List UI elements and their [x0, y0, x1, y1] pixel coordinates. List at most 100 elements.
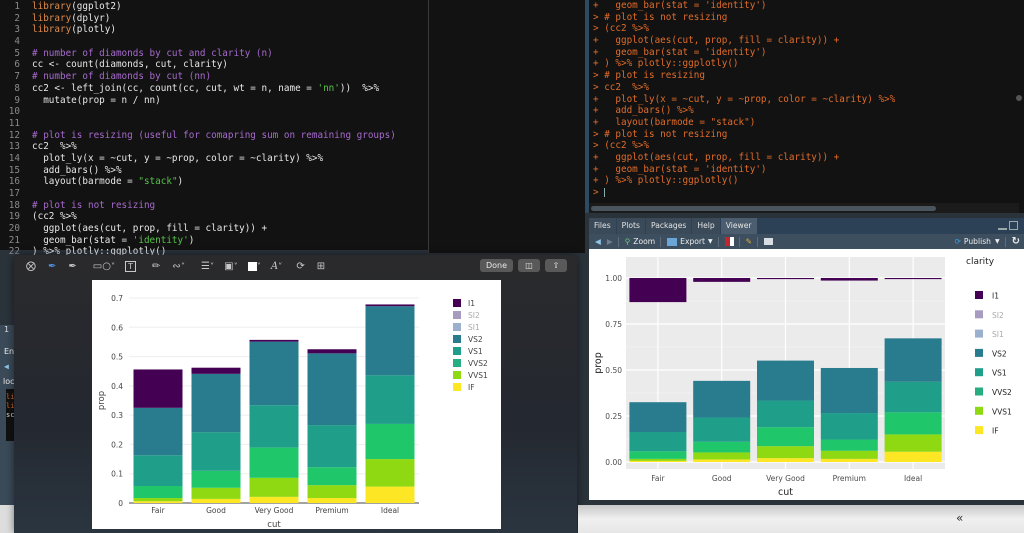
r-console[interactable]: + geom_bar(stat = 'identity') > # plot is…	[585, 0, 1024, 213]
legend-label[interactable]: VS2	[468, 335, 483, 344]
bar-segment-if[interactable]	[133, 501, 183, 503]
code-line[interactable]: 20 ggplot(aes(cut, prop, fill = clarity)…	[0, 223, 428, 235]
bar-segment-vs2[interactable]	[191, 373, 241, 433]
legend-swatch[interactable]	[453, 383, 461, 391]
bar-segment-vs1[interactable]	[365, 375, 415, 424]
ggplotly-chart[interactable]: 0.00 0.25 0.50 0.75 1.00 Fair Good Very Good Pre…	[589, 249, 1024, 500]
bar-segment-if[interactable]	[629, 460, 687, 462]
bar-segment-i1[interactable]	[884, 278, 942, 280]
tab-help[interactable]: Help	[692, 218, 720, 234]
legend-swatch[interactable]	[975, 348, 983, 357]
console-prompt[interactable]: >	[593, 187, 606, 198]
bar-segment-vs1[interactable]	[249, 405, 299, 448]
publish-button[interactable]: ⟳ Publish ▼	[955, 237, 1000, 246]
bar-segment-vvs2[interactable]	[693, 441, 751, 453]
code-line[interactable]: 4	[0, 36, 428, 48]
legend-label[interactable]: VVS2	[992, 388, 1012, 397]
border-color-icon[interactable]: ▣ ˅	[224, 260, 238, 272]
bar-segment-i1[interactable]	[365, 304, 415, 307]
tab-plots[interactable]: Plots	[616, 218, 645, 234]
bar-segment-vs1[interactable]	[693, 417, 751, 442]
code-line[interactable]: 13 cc2 %>%	[0, 141, 428, 153]
zoom-button[interactable]: ⚲ Zoom	[625, 237, 655, 246]
bar-segment-if[interactable]	[249, 496, 299, 503]
legend-swatch[interactable]	[975, 310, 983, 319]
bar-segment-vs2[interactable]	[249, 341, 299, 406]
tab-viewer[interactable]: Viewer	[720, 218, 757, 234]
legend-label[interactable]: IF	[992, 427, 999, 436]
sketch-pen-icon[interactable]: ✒	[48, 260, 57, 272]
remove-viewer-button[interactable]	[724, 237, 734, 246]
legend-swatch[interactable]	[975, 406, 983, 415]
maximize-icon[interactable]	[1009, 221, 1018, 230]
bar-segment-if[interactable]	[693, 459, 751, 462]
delete-button[interactable]: ◫	[518, 259, 540, 272]
code-line[interactable]: 19 (cc2 %>%	[0, 211, 428, 223]
bar-segment-vvs2[interactable]	[307, 467, 357, 486]
environment-tab[interactable]: En	[4, 347, 15, 356]
bar-segment-vs2[interactable]	[757, 360, 814, 401]
bar-segment-if[interactable]	[365, 486, 415, 503]
code-line[interactable]: 7 # number of diamonds by cut (nn)	[0, 71, 428, 83]
legend-swatch[interactable]	[453, 323, 461, 331]
code-line[interactable]: 9 mutate(prop = n / nn)	[0, 95, 428, 107]
plotly-chart[interactable]: 0 0.1 0.2 0.3 0.4 0.5 0.6 0.7 Fair Good Very Good P…	[92, 280, 501, 530]
bar-segment-vs1[interactable]	[757, 400, 814, 428]
bar-segment-vvs1[interactable]	[629, 458, 687, 461]
shape-style-icon[interactable]: ☰ ˅	[200, 260, 215, 272]
bar-segment-vvs1[interactable]	[249, 477, 299, 497]
back-arrow-icon[interactable]: ◀	[595, 237, 601, 246]
code-line[interactable]: 16 layout(barmode = "stack")	[0, 176, 428, 188]
legend-label[interactable]: VS1	[468, 347, 483, 356]
code-line[interactable]: 11	[0, 118, 428, 130]
code-line[interactable]: 14 plot_ly(x = ~cut, y = ~prop, color = …	[0, 153, 428, 165]
bar-segment-vs1[interactable]	[884, 381, 942, 413]
legend-swatch[interactable]	[453, 335, 461, 343]
code-line[interactable]: 1 library(ggplot2)	[0, 1, 428, 13]
minimize-icon[interactable]	[998, 226, 1007, 230]
bar-segment-vs1[interactable]	[629, 432, 687, 452]
bar-segment-vvs1[interactable]	[191, 487, 241, 499]
bar-segment-vvs2[interactable]	[629, 451, 687, 459]
draw-pen-icon[interactable]: ✒	[68, 260, 77, 272]
done-button[interactable]: Done	[480, 259, 513, 272]
legend-swatch[interactable]	[975, 387, 983, 396]
legend-swatch[interactable]	[975, 426, 983, 435]
code-line[interactable]: 2 library(dplyr)	[0, 13, 428, 25]
bar-segment-vvs1[interactable]	[884, 434, 942, 452]
bar-segment-vvs1[interactable]	[133, 498, 183, 502]
legend-label[interactable]: VVS2	[468, 359, 488, 368]
legend-swatch[interactable]	[453, 371, 461, 379]
legend-label[interactable]: VVS1	[992, 407, 1012, 416]
legend-swatch[interactable]	[975, 368, 983, 377]
bar-segment-vvs2[interactable]	[191, 470, 241, 488]
bar-segment-i1[interactable]	[820, 278, 878, 281]
bar-segment-vvs1[interactable]	[757, 446, 814, 459]
text-style-icon[interactable]: A ˅	[270, 260, 283, 272]
bar-segment-vs2[interactable]	[307, 353, 357, 426]
legend-swatch[interactable]	[975, 329, 983, 338]
bar-segment-vs1[interactable]	[133, 455, 183, 487]
legend-label[interactable]: VS1	[992, 369, 1007, 378]
highlight-icon[interactable]: ✏	[152, 260, 161, 272]
legend-swatch[interactable]	[453, 347, 461, 355]
bar-segment-vvs2[interactable]	[820, 439, 878, 451]
back-arrow-icon[interactable]: ◀	[4, 362, 9, 371]
bar-segment-vs1[interactable]	[191, 432, 241, 471]
bar-segment-vs2[interactable]	[133, 407, 183, 456]
code-line[interactable]: 17	[0, 188, 428, 200]
legend-label[interactable]: SI2	[992, 311, 1004, 320]
rotate-icon[interactable]: ⟳	[296, 260, 305, 272]
scrollbar-thumb[interactable]	[591, 206, 936, 211]
code-line[interactable]: 21 geom_bar(stat = 'identity')	[0, 235, 428, 247]
console-horizontal-scrollbar[interactable]	[589, 203, 1019, 213]
close-circle-icon[interactable]: ⨂	[26, 260, 36, 272]
bar-segment-i1[interactable]	[693, 278, 751, 282]
shapes-icon[interactable]: ▭○ ˅	[92, 260, 116, 272]
show-in-window-button[interactable]	[764, 238, 774, 245]
export-button[interactable]: Export ▼	[667, 237, 713, 246]
legend-label[interactable]: IF	[468, 383, 475, 392]
legend-label[interactable]: SI1	[992, 330, 1004, 339]
bar-segment-i1[interactable]	[307, 349, 357, 354]
code-lines[interactable]: 1 library(ggplot2) 2 library(dplyr) 3 library…	[0, 0, 428, 258]
